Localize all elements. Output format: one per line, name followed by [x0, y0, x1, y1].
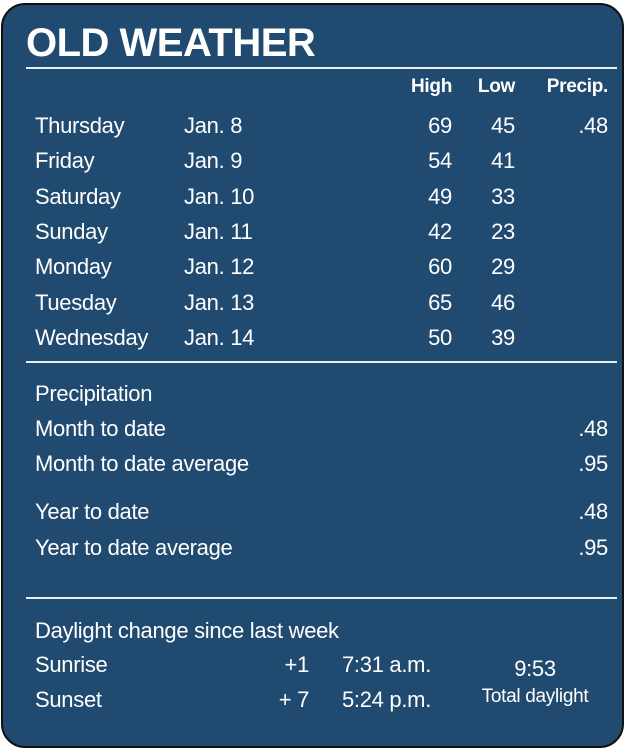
- sunset-label: Sunset: [35, 687, 102, 712]
- day-low: 33: [491, 183, 515, 209]
- day-date: Jan. 14: [184, 324, 255, 350]
- total-daylight-value: 9:53: [514, 656, 556, 681]
- precip-value: .48: [578, 416, 608, 441]
- total-daylight-label: Total daylight: [481, 686, 589, 707]
- day-date: Jan. 8: [184, 113, 243, 138]
- precip-label: Month to date: [35, 416, 166, 441]
- day-name: Wednesday: [35, 324, 149, 350]
- divider: [26, 67, 617, 69]
- sunrise-time: 7:31 a.m.: [342, 652, 432, 677]
- sunrise-label: Sunrise: [35, 652, 108, 677]
- day-name: Saturday: [35, 183, 121, 209]
- day-high: 54: [428, 148, 452, 174]
- precip-label: Year to date average: [35, 535, 233, 560]
- day-name: Thursday: [35, 113, 125, 138]
- header-low: Low: [477, 76, 515, 97]
- day-date: Jan. 9: [184, 148, 243, 174]
- precip-heading: Precipitation: [35, 381, 153, 406]
- page-title: OLD WEATHER: [26, 21, 316, 65]
- day-low: 23: [491, 218, 515, 244]
- day-name: Monday: [35, 254, 112, 280]
- sunrise-change: +1: [284, 652, 310, 677]
- day-date: Jan. 13: [184, 289, 255, 315]
- day-name: Tuesday: [35, 289, 117, 315]
- day-name: Friday: [35, 148, 95, 174]
- header-precip: Precip.: [546, 76, 609, 97]
- precip-value: .95: [578, 535, 608, 560]
- header-high: High: [410, 76, 452, 97]
- day-date: Jan. 11: [184, 218, 253, 244]
- precip-value: .48: [578, 499, 608, 524]
- day-precip: .48: [578, 113, 608, 138]
- sunset-time: 5:24 p.m.: [342, 687, 432, 712]
- precip-label: Year to date: [35, 499, 150, 524]
- day-low: 45: [491, 113, 515, 138]
- divider: [26, 597, 617, 599]
- day-name: Sunday: [35, 218, 108, 244]
- sunset-change: + 7: [278, 687, 310, 712]
- precip-value: .95: [578, 451, 608, 476]
- day-high: 60: [428, 254, 452, 280]
- day-low: 29: [491, 254, 515, 280]
- day-high: 69: [428, 113, 452, 138]
- weather-card: [1, 3, 624, 748]
- divider: [26, 361, 617, 363]
- day-low: 39: [491, 324, 515, 350]
- day-high: 65: [428, 289, 452, 315]
- day-high: 50: [428, 324, 452, 350]
- precip-label: Month to date average: [35, 451, 249, 476]
- day-low: 41: [491, 148, 515, 174]
- day-low: 46: [491, 289, 515, 315]
- daylight-heading: Daylight change since last week: [35, 618, 339, 643]
- day-high: 42: [428, 218, 452, 244]
- day-date: Jan. 12: [184, 254, 255, 280]
- day-date: Jan. 10: [184, 183, 255, 209]
- day-high: 49: [428, 183, 452, 209]
